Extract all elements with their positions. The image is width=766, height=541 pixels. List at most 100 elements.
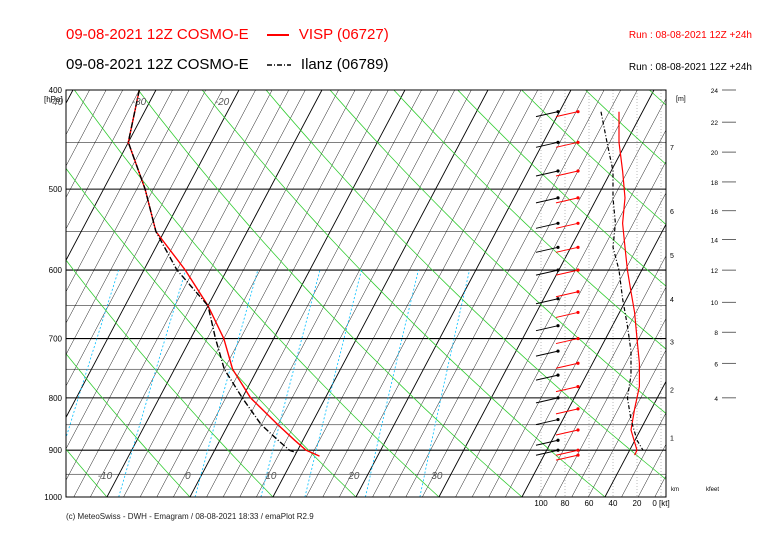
height-km-label: 6 <box>670 209 674 216</box>
isotherm-line <box>256 90 472 497</box>
ilanz-wind-barb-dot <box>556 438 560 442</box>
height-kfeet-label: 22 <box>711 120 719 127</box>
isotherm-line <box>388 90 605 497</box>
isotherm-line <box>554 286 666 497</box>
axis-labels: 4005006007008009001000[hPa]-100102030-60… <box>44 86 736 508</box>
isotherm-line <box>405 90 621 497</box>
isotherm-line <box>66 90 190 324</box>
temperature-diagonal-label: -30 <box>132 97 147 108</box>
height-kfeet-label: 4 <box>714 396 718 403</box>
mixing-ratio-line <box>0 270 37 497</box>
dry-adiabat-line <box>137 90 523 497</box>
isotherm-line <box>222 90 439 497</box>
isotherm-line <box>66 90 223 387</box>
isotherm-line <box>322 90 538 497</box>
mixing-ratio-line <box>66 269 119 439</box>
ilanz-wind-barb <box>535 325 559 332</box>
visp-station-label: VISP (06727) <box>298 26 389 43</box>
sounding-profiles <box>127 90 320 457</box>
isotherm-line <box>688 90 766 497</box>
ilanz-wind-barb <box>535 222 559 229</box>
wind-speed-tick-label: 100 <box>534 499 548 508</box>
isotherm-line <box>106 90 323 497</box>
isotherm-line <box>571 318 666 497</box>
isotherm-line <box>66 90 123 198</box>
ilanz-wind-barb <box>535 141 559 148</box>
isotherm-line <box>521 223 666 497</box>
ilanz-wind-barb-dot <box>556 245 560 249</box>
pressure-tick-label: 700 <box>49 335 63 344</box>
visp-wind-barb <box>555 141 579 148</box>
ilanz-wind-barb-dot <box>556 196 560 200</box>
ilanz-wind-barb-dot <box>556 297 560 301</box>
isotherm-line <box>0 90 23 497</box>
height-km-label: 5 <box>670 253 674 260</box>
isotherm-line <box>372 90 588 497</box>
visp-run-label: Run : 08-08-2021 12Z +24h <box>628 30 752 41</box>
dry-adiabat-line <box>74 90 440 497</box>
isotherm-line <box>488 160 666 497</box>
isotherm-line <box>139 90 356 497</box>
ilanz-wind-barb <box>535 374 559 381</box>
temperature-tick-label: 0 <box>185 471 191 482</box>
visp-wind-barb <box>555 311 579 318</box>
pressure-tick-label: 500 <box>49 185 63 194</box>
isotherm-line <box>206 90 422 497</box>
visp-wind-barb <box>555 386 579 393</box>
visp-wind-barb-dot <box>576 407 580 411</box>
height-km-label: 7 <box>670 145 674 152</box>
ilanz-wind-barb-dot <box>556 221 560 225</box>
visp-wind-barb-dot <box>576 110 580 114</box>
dry-adiabat-line <box>265 90 666 480</box>
mixing-ratio-line <box>194 269 259 497</box>
wind-speed-tick-label: 80 <box>561 499 570 508</box>
temperature-diagonal-label: -20 <box>215 97 230 108</box>
height-km-label: 1 <box>670 436 674 443</box>
visp-wind-barb <box>555 362 579 369</box>
isotherm-line <box>123 90 339 497</box>
height-kfeet-label: 6 <box>714 361 718 368</box>
dry-adiabat-line <box>66 448 108 497</box>
visp-wind-barb-dot <box>576 290 580 294</box>
isotherm-line <box>0 90 56 497</box>
dry-adiabat-line <box>0 90 24 497</box>
dry-adiabat-line <box>329 90 666 414</box>
visp-wind-barb <box>555 246 579 253</box>
footer-credit: (c) MeteoSwiss - DWH - Emagram / 08-08-2… <box>66 512 314 521</box>
height-kfeet-label: 12 <box>711 268 719 275</box>
height-kfeet-label: 18 <box>711 180 719 187</box>
ilanz-wind-barb-dot <box>556 140 560 144</box>
isotherm-line <box>66 90 157 262</box>
ilanz-wind-barb-dot <box>556 373 560 377</box>
wind-speed-tick-label: 40 <box>609 499 618 508</box>
isotherm-line <box>156 90 372 497</box>
ilanz-wind-barb-dot <box>556 110 560 114</box>
mixing-ratio-line <box>304 269 362 497</box>
height-km-axis-label: km <box>671 487 679 493</box>
isotherm-line <box>189 90 406 497</box>
ilanz-wind-barb <box>535 197 559 204</box>
ilanz-temperature-line <box>127 90 297 454</box>
isotherm-line <box>239 90 455 497</box>
ilanz-wind-barb-dot <box>556 349 560 353</box>
isotherm-line <box>66 90 140 230</box>
visp-wind-barb <box>555 454 579 461</box>
height-km-unit: [m] <box>676 96 686 103</box>
visp-wind-barb <box>555 170 579 177</box>
mixing-ratio-line <box>419 270 470 497</box>
dry-adiabat-line <box>66 353 191 497</box>
visp-wind-barb-dot <box>576 448 580 452</box>
plot-frame <box>65 89 667 498</box>
isotherm-line <box>621 412 666 497</box>
visp-wind-barb-dot <box>576 361 580 365</box>
dry-adiabat-line <box>649 90 666 106</box>
ilanz-wind-barb <box>535 449 559 456</box>
temperature-tick-label: -10 <box>98 471 113 482</box>
isotherm-line <box>422 90 638 497</box>
isotherm-line <box>66 90 256 450</box>
pressure-tick-label: 600 <box>49 266 63 275</box>
ilanz-wind-barb <box>535 397 559 404</box>
pressure-axis-unit: [hPa] <box>44 95 63 104</box>
visp-wind-barb <box>555 449 579 456</box>
dry-adiabat-line <box>521 90 666 226</box>
